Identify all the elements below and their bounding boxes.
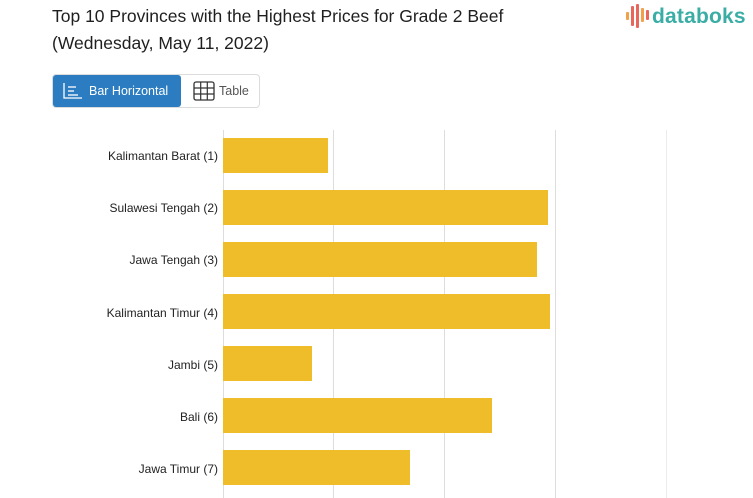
logo-text: databoks <box>652 5 746 28</box>
chart-title-line2: (Wednesday, May 11, 2022) <box>52 33 269 53</box>
category-label: Jambi (5) <box>167 358 218 372</box>
bar[interactable] <box>223 190 548 225</box>
bar[interactable] <box>223 294 550 329</box>
bar-pulse-icon <box>626 4 649 28</box>
gridline <box>666 130 667 498</box>
chart-title: Top 10 Provinces with the Highest Prices… <box>52 3 503 57</box>
bar-horizontal-button[interactable]: Bar Horizontal <box>53 75 181 107</box>
gridline <box>555 130 556 498</box>
chart-title-line1: Top 10 Provinces with the Highest Prices… <box>52 6 504 26</box>
bar[interactable] <box>223 138 329 173</box>
category-label: Kalimantan Barat (1) <box>107 149 218 163</box>
category-label: Sulawesi Tengah (2) <box>109 201 218 215</box>
category-label: Bali (6) <box>179 410 218 424</box>
bar[interactable] <box>223 346 312 381</box>
table-grid-icon <box>193 81 215 101</box>
category-label: Jawa Timur (7) <box>138 462 218 476</box>
category-label: Jawa Tengah (3) <box>129 253 219 267</box>
plot-area: Kalimantan Barat (1) Sulawesi Tengah (2)… <box>107 130 753 498</box>
table-button[interactable]: Table <box>193 75 249 107</box>
bar[interactable] <box>223 242 537 277</box>
bar[interactable] <box>223 398 493 433</box>
bar-horizontal-icon <box>63 83 82 99</box>
view-toggle: Bar Horizontal Table <box>52 74 260 108</box>
table-label: Table <box>219 84 249 98</box>
bar[interactable] <box>223 450 411 485</box>
databoks-logo[interactable]: databoks <box>626 4 746 28</box>
category-label: Kalimantan Timur (4) <box>106 306 218 320</box>
bar-horizontal-label: Bar Horizontal <box>89 84 169 98</box>
